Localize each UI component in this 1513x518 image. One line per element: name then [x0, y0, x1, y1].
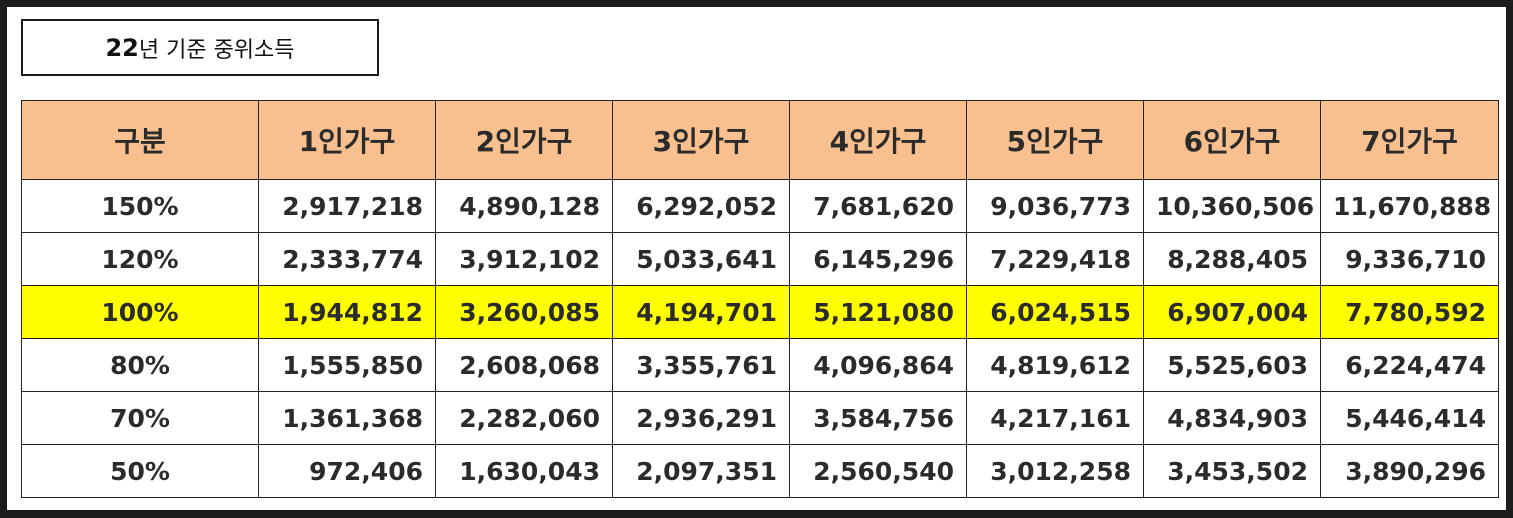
income-cell: 1,944,812 [258, 285, 436, 339]
table-row: 70% 1,361,368 2,282,060 2,936,291 3,584,756 4… [21, 391, 1499, 445]
income-cell: 972,406 [258, 444, 436, 498]
income-cell: 6,145,296 [789, 232, 967, 286]
income-cell: 5,121,080 [789, 285, 967, 339]
income-cell: 6,024,515 [966, 285, 1144, 339]
row-label: 150% [21, 179, 259, 233]
header-household-6: 6인가구 [1143, 100, 1321, 180]
header-category: 구분 [21, 100, 259, 180]
income-cell: 3,912,102 [435, 232, 613, 286]
row-label: 120% [21, 232, 259, 286]
income-cell: 2,608,068 [435, 338, 613, 392]
income-cell: 3,012,258 [966, 444, 1144, 498]
table-row: 150% 2,917,218 4,890,128 6,292,052 7,681,620… [21, 179, 1499, 233]
header-household-4: 4인가구 [789, 100, 967, 180]
income-cell: 3,584,756 [789, 391, 967, 445]
income-cell: 9,336,710 [1320, 232, 1499, 286]
spreadsheet-area: 22 년 기준 중위소득 구분 1인가구 2인가구 3인가구 4인가구 5인가구 … [7, 7, 1506, 510]
income-cell: 5,446,414 [1320, 391, 1499, 445]
table-title: 22 년 기준 중위소득 [21, 19, 379, 76]
income-cell: 4,819,612 [966, 338, 1144, 392]
income-cell: 7,229,418 [966, 232, 1144, 286]
table-row: 80% 1,555,850 2,608,068 3,355,761 4,096,864 4… [21, 338, 1499, 392]
header-household-7: 7인가구 [1320, 100, 1499, 180]
income-cell: 6,907,004 [1143, 285, 1321, 339]
row-label: 50% [21, 444, 259, 498]
table-row: 120% 2,333,774 3,912,102 5,033,641 6,145,296… [21, 232, 1499, 286]
income-cell: 7,681,620 [789, 179, 967, 233]
income-cell: 4,217,161 [966, 391, 1144, 445]
income-cell: 1,630,043 [435, 444, 613, 498]
income-cell: 2,282,060 [435, 391, 613, 445]
income-cell: 3,260,085 [435, 285, 613, 339]
income-cell: 2,936,291 [612, 391, 790, 445]
header-household-1: 1인가구 [258, 100, 436, 180]
header-household-3: 3인가구 [612, 100, 790, 180]
income-cell: 1,555,850 [258, 338, 436, 392]
income-cell: 2,917,218 [258, 179, 436, 233]
header-household-2: 2인가구 [435, 100, 613, 180]
income-cell: 3,355,761 [612, 338, 790, 392]
income-cell: 3,453,502 [1143, 444, 1321, 498]
income-cell: 3,890,296 [1320, 444, 1499, 498]
income-cell: 7,780,592 [1320, 285, 1499, 339]
row-label: 100% [21, 285, 259, 339]
title-year: 22 [105, 33, 139, 62]
header-row: 구분 1인가구 2인가구 3인가구 4인가구 5인가구 6인가구 7인가구 [21, 100, 1499, 180]
income-cell: 2,560,540 [789, 444, 967, 498]
header-household-5: 5인가구 [966, 100, 1144, 180]
income-cell: 6,224,474 [1320, 338, 1499, 392]
income-cell: 4,096,864 [789, 338, 967, 392]
income-cell: 6,292,052 [612, 179, 790, 233]
table-row: 50% 972,406 1,630,043 2,097,351 2,560,540 3,0… [21, 444, 1499, 498]
income-cell: 2,333,774 [258, 232, 436, 286]
income-cell: 2,097,351 [612, 444, 790, 498]
income-cell: 8,288,405 [1143, 232, 1321, 286]
table-row: 100% 1,944,812 3,260,085 4,194,701 5,121,080… [21, 285, 1499, 339]
income-cell: 11,670,888 [1320, 179, 1499, 233]
row-label: 70% [21, 391, 259, 445]
income-cell: 1,361,368 [258, 391, 436, 445]
income-cell: 5,033,641 [612, 232, 790, 286]
title-text: 년 기준 중위소득 [138, 37, 295, 63]
income-cell: 9,036,773 [966, 179, 1144, 233]
income-cell: 4,834,903 [1143, 391, 1321, 445]
income-cell: 5,525,603 [1143, 338, 1321, 392]
median-income-table: 구분 1인가구 2인가구 3인가구 4인가구 5인가구 6인가구 7인가구 15… [21, 100, 1499, 498]
income-cell: 4,194,701 [612, 285, 790, 339]
income-cell: 10,360,506 [1143, 179, 1321, 233]
income-cell: 4,890,128 [435, 179, 613, 233]
row-label: 80% [21, 338, 259, 392]
